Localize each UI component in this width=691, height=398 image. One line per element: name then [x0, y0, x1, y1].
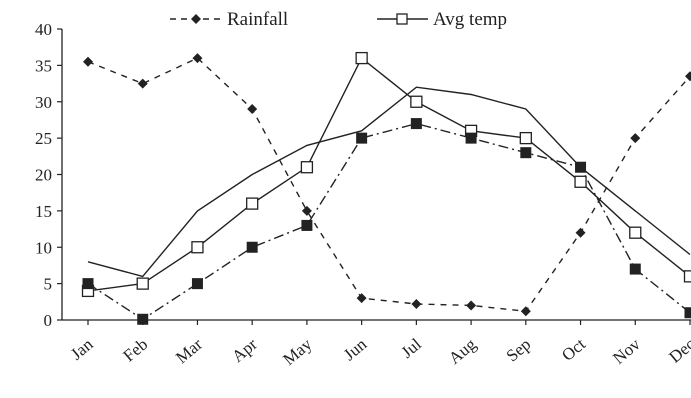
x-tick-label: Jul [398, 334, 426, 361]
x-tick-label: Sep [503, 335, 535, 366]
data-point-filled-square [630, 264, 641, 275]
axes: 0 5 10 15 20 25 30 35 40 [35, 20, 691, 330]
y-tick-label: 30 [35, 93, 52, 112]
data-point-filled-square [356, 133, 367, 144]
series-line [88, 124, 690, 320]
data-point-filled-square [301, 220, 312, 231]
y-tick-label: 35 [35, 56, 52, 75]
data-point-open-square [356, 53, 367, 64]
series-2 [88, 87, 690, 276]
y-tick-label: 0 [44, 311, 53, 330]
y-tick-label: 40 [35, 20, 52, 39]
data-point-diamond [685, 71, 691, 81]
data-point-diamond [357, 293, 367, 303]
data-point-filled-square [520, 147, 531, 158]
series-line [88, 58, 690, 291]
legend-rainfall-label: Rainfall [227, 9, 288, 30]
data-point-open-square [192, 242, 203, 253]
data-point-filled-square [83, 278, 94, 289]
data-point-diamond [247, 104, 257, 114]
x-tick-label: Feb [120, 335, 152, 366]
series-0 [83, 53, 691, 316]
legend-avgtemp-marker-icon [397, 14, 407, 24]
y-tick-label: 15 [35, 202, 52, 221]
legend-rainfall-marker-icon [191, 14, 201, 24]
series-line [88, 58, 690, 311]
legend-avgtemp-label: Avg temp [433, 9, 507, 30]
x-tick-label: Jun [340, 334, 371, 364]
data-point-open-square [301, 162, 312, 173]
x-tick-label: May [279, 334, 315, 369]
data-point-diamond [138, 79, 148, 89]
data-point-filled-square [411, 118, 422, 129]
data-point-diamond [576, 228, 586, 238]
series-line [88, 87, 690, 276]
series-3 [83, 118, 691, 325]
data-point-filled-square [685, 307, 691, 318]
data-point-open-square [137, 278, 148, 289]
x-tick-label: Mar [172, 334, 206, 367]
data-point-filled-square [466, 133, 477, 144]
series-1 [83, 53, 691, 297]
x-tick-labels: Jan Feb Mar Apr May Jun Jul Aug Sep Oct Nov Dec [67, 334, 691, 369]
legend: Rainfall Avg temp [170, 9, 507, 30]
data-point-filled-square [247, 242, 258, 253]
data-point-diamond [521, 306, 531, 316]
data-point-diamond [83, 57, 93, 67]
data-point-filled-square [137, 314, 148, 325]
data-point-open-square [411, 96, 422, 107]
x-tick-label: Jan [67, 334, 97, 363]
data-point-diamond [466, 300, 476, 310]
y-tick-label: 10 [35, 238, 52, 257]
x-tick-label: Oct [558, 334, 589, 365]
data-point-filled-square [575, 162, 586, 173]
data-point-open-square [575, 176, 586, 187]
series-layer [83, 53, 691, 325]
data-point-diamond [411, 299, 421, 309]
y-tick-label: 20 [35, 166, 52, 185]
y-tick-label: 25 [35, 129, 52, 148]
data-point-filled-square [192, 278, 203, 289]
data-point-open-square [247, 198, 258, 209]
data-point-diamond [630, 133, 640, 143]
data-point-open-square [685, 271, 691, 282]
x-tick-label: Aug [445, 334, 480, 368]
y-tick-label: 5 [44, 275, 53, 294]
data-point-open-square [520, 133, 531, 144]
x-tick-label: Apr [228, 334, 261, 366]
data-point-open-square [630, 227, 641, 238]
x-tick-label: Dec [665, 334, 691, 366]
x-tick-label: Nov [609, 334, 644, 368]
data-point-diamond [302, 206, 312, 216]
